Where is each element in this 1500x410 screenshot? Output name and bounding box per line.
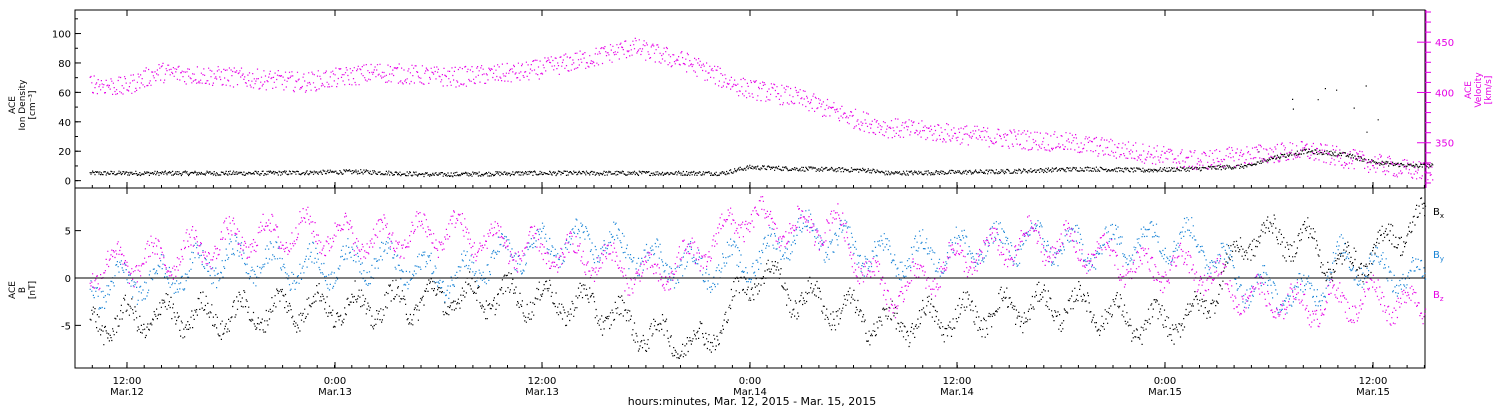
legend-bx: Bx xyxy=(1433,207,1444,220)
left-tick-label: 0 xyxy=(65,177,71,188)
right-tick-label: 450 xyxy=(1435,38,1454,49)
velocity-axis-label-line: [km/s] xyxy=(1484,76,1494,105)
x-axis-title: hours:minutes, Mar. 12, 2015 - Mar. 15, … xyxy=(628,395,877,408)
left-tick-label: 40 xyxy=(58,118,71,129)
x-tick-date: Mar.13 xyxy=(318,387,352,398)
b-field-axis-label-line: [nT] xyxy=(28,281,38,299)
b-field-axis-label-line: B xyxy=(18,287,28,293)
x-tick-time: 12:00 xyxy=(113,376,142,387)
x-tick-time: 12:00 xyxy=(943,376,972,387)
data-points xyxy=(89,197,1427,359)
left-tick-label: 0 xyxy=(65,274,71,285)
bx-series xyxy=(89,197,1427,359)
x-tick-time: 0:00 xyxy=(324,376,346,387)
ion-density-axis-label: ACE Ion Density [cm⁻³] xyxy=(8,79,38,131)
x-tick-time: 0:00 xyxy=(739,376,761,387)
ion-density-axis-label-line: ACE xyxy=(8,96,18,114)
data-points xyxy=(89,85,1434,178)
x-tick-time: 0:00 xyxy=(1154,376,1176,387)
top-series-velocity xyxy=(89,37,1434,181)
velocity-axis-label-line: ACE xyxy=(1464,81,1474,99)
data-points xyxy=(89,37,1434,181)
x-tick-date: Mar.14 xyxy=(940,387,974,398)
right-tick-label: 350 xyxy=(1435,139,1454,150)
left-tick-label: 20 xyxy=(58,147,71,158)
legend-by: By xyxy=(1433,250,1444,263)
x-tick-date: Mar.12 xyxy=(110,387,144,398)
ion-density-axis-label-line: [cm⁻³] xyxy=(28,90,38,119)
left-tick-label: -5 xyxy=(61,321,71,332)
velocity-axis-label: ACE Velocity [km/s] xyxy=(1464,72,1494,108)
b-field-axis-label: ACE B [nT] xyxy=(8,281,38,299)
x-tick-date: Mar.13 xyxy=(525,387,559,398)
x-tick-date: Mar.15 xyxy=(1356,387,1390,398)
b-field-axis-label-line: ACE xyxy=(8,281,18,299)
x-tick-date: Mar.15 xyxy=(1148,387,1182,398)
left-tick-label: 5 xyxy=(65,227,71,238)
velocity-axis-label-line: Velocity xyxy=(1474,72,1484,108)
left-tick-label: 100 xyxy=(52,30,71,41)
legend-bz: Bz xyxy=(1433,290,1444,303)
data-points xyxy=(89,209,1427,314)
left-tick-label: 60 xyxy=(58,88,71,99)
ion-density-axis-label-line: Ion Density xyxy=(18,79,28,131)
right-tick-label: 400 xyxy=(1435,88,1454,99)
x-tick-time: 12:00 xyxy=(528,376,557,387)
top-series-ion-density xyxy=(89,85,1434,178)
x-tick-time: 12:00 xyxy=(1359,376,1388,387)
by-series xyxy=(89,209,1427,314)
left-tick-label: 80 xyxy=(58,59,71,70)
x-tick-date: Mar.14 xyxy=(733,387,767,398)
